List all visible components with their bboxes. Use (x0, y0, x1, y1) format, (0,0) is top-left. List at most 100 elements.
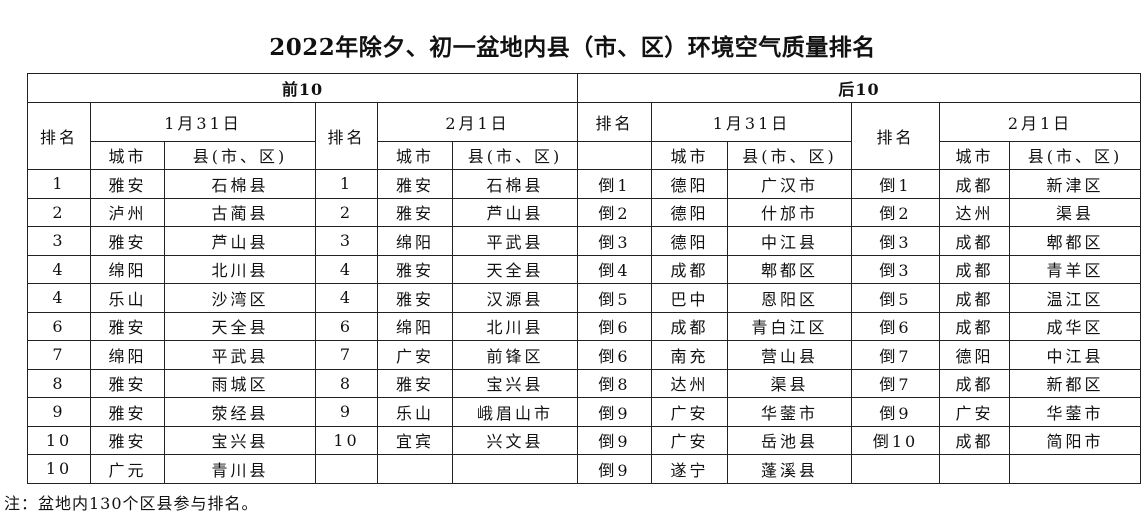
table-row: 6 雅安 天全县 6 绵阳 北川县 倒6 成都 青白江区 倒6 成都 成华区 (27, 311, 1141, 341)
county-cell: 平武县 (164, 340, 316, 370)
county-cell: 渠县 (1009, 197, 1141, 227)
county-cell: 平武县 (452, 226, 578, 256)
city-cell: 雅安 (377, 254, 453, 284)
county-cell: 青羊区 (1009, 254, 1141, 284)
city-cell: 雅安 (377, 169, 453, 199)
rank-cell: 9 (27, 397, 91, 427)
city-cell: 绵阳 (377, 226, 453, 256)
section-top10: 前10 (27, 73, 578, 103)
rank-cell: 倒1 (851, 169, 940, 199)
rank-header: 排名 (27, 101, 91, 170)
rank-cell: 倒3 (851, 226, 940, 256)
city-cell: 雅安 (90, 311, 165, 341)
city-cell: 成都 (651, 311, 728, 341)
city-cell: 德阳 (651, 197, 728, 227)
rank-header: 排名 (851, 101, 940, 170)
county-header: 县(市、区) (164, 140, 316, 170)
county-cell: 芦山县 (164, 226, 316, 256)
county-cell: 青白江区 (727, 311, 852, 341)
county-cell: 沙湾区 (164, 283, 316, 313)
city-cell: 雅安 (90, 397, 165, 427)
rank-cell: 3 (315, 226, 378, 256)
city-cell: 南充 (651, 340, 728, 370)
rank-header: 排名 (315, 101, 378, 170)
rank-cell: 7 (27, 340, 91, 370)
table-row: 9 雅安 荥经县 9 乐山 峨眉山市 倒9 广安 华蓥市 倒9 广安 华蓥市 (27, 397, 1141, 427)
county-cell: 石棉县 (164, 169, 316, 199)
rank-cell: 倒6 (577, 340, 652, 370)
county-cell: 荥经县 (164, 397, 316, 427)
rank-cell: 8 (315, 368, 378, 398)
rank-cell: 倒9 (577, 425, 652, 455)
rank-cell: 1 (27, 169, 91, 199)
rank-cell: 倒1 (577, 169, 652, 199)
county-cell: 天全县 (452, 254, 578, 284)
page-title: 2022年除夕、初一盆地内县（市、区）环境空气质量排名 (269, 34, 876, 61)
city-cell: 雅安 (377, 368, 453, 398)
city-cell: 广安 (939, 397, 1010, 427)
city-cell: 德阳 (651, 226, 728, 256)
rank-cell: 9 (315, 397, 378, 427)
city-cell: 乐山 (90, 283, 165, 313)
rank-cell: 4 (315, 283, 378, 313)
city-cell: 成都 (939, 311, 1010, 341)
rank-cell: 倒9 (577, 454, 652, 484)
city-cell: 成都 (939, 283, 1010, 313)
rank-cell: 倒7 (851, 368, 940, 398)
city-cell: 广安 (651, 425, 728, 455)
county-cell: 汉源县 (452, 283, 578, 313)
rank-cell: 倒3 (851, 254, 940, 284)
rank-cell: 10 (27, 454, 91, 484)
date-header: 1月31日 (651, 101, 852, 142)
county-cell: 渠县 (727, 368, 852, 398)
city-cell: 成都 (939, 425, 1010, 455)
county-cell: 中江县 (727, 226, 852, 256)
county-cell: 宝兴县 (452, 368, 578, 398)
county-cell: 石棉县 (452, 169, 578, 199)
city-cell: 绵阳 (377, 311, 453, 341)
city-header: 城市 (651, 140, 728, 170)
rank-cell: 3 (27, 226, 91, 256)
city-cell: 宜宾 (377, 425, 453, 455)
county-cell: 前锋区 (452, 340, 578, 370)
city-cell: 德阳 (939, 340, 1010, 370)
city-cell: 成都 (939, 368, 1010, 398)
rank-cell: 倒6 (577, 311, 652, 341)
rank-cell: 倒10 (851, 425, 940, 455)
city-cell: 雅安 (90, 425, 165, 455)
county-cell: 恩阳区 (727, 283, 852, 313)
city-cell: 达州 (939, 197, 1010, 227)
county-cell: 芦山县 (452, 197, 578, 227)
county-cell: 郫都区 (727, 254, 852, 284)
city-cell: 成都 (939, 169, 1010, 199)
rank-cell: 倒2 (851, 197, 940, 227)
ranking-table: 前10 后10 排名 1月31日 排名 2月1日 排名 1月31日 排名 2月1… (27, 73, 1141, 484)
date-header: 1月31日 (90, 101, 316, 142)
table-row: 7 绵阳 平武县 7 广安 前锋区 倒6 南充 营山县 倒7 德阳 中江县 (27, 340, 1141, 370)
table-row: 4 绵阳 北川县 4 雅安 天全县 倒4 成都 郫都区 倒3 成都 青羊区 (27, 254, 1141, 284)
table-row: 4 乐山 沙湾区 4 雅安 汉源县 倒5 巴中 恩阳区 倒5 成都 温江区 (27, 283, 1141, 313)
rank-cell: 倒4 (577, 254, 652, 284)
county-cell: 营山县 (727, 340, 852, 370)
rank-cell: 2 (27, 197, 91, 227)
county-cell: 兴文县 (452, 425, 578, 455)
table-row: 10 广元 青川县 倒9 遂宁 蓬溪县 (27, 454, 1141, 484)
rank-cell: 4 (315, 254, 378, 284)
county-cell: 温江区 (1009, 283, 1141, 313)
city-cell: 广安 (651, 397, 728, 427)
rank-cell: 倒5 (577, 283, 652, 313)
rank-cell: 倒8 (577, 368, 652, 398)
city-header: 城市 (377, 140, 453, 170)
city-cell: 雅安 (90, 226, 165, 256)
county-cell: 郫都区 (1009, 226, 1141, 256)
city-cell: 雅安 (90, 169, 165, 199)
rank-cell: 倒9 (577, 397, 652, 427)
county-cell: 广汉市 (727, 169, 852, 199)
rank-header: 排名 (577, 101, 652, 142)
county-cell (1009, 454, 1141, 484)
county-cell: 雨城区 (164, 368, 316, 398)
rank-cell: 倒9 (851, 397, 940, 427)
table-row: 2 泸州 古蔺县 2 雅安 芦山县 倒2 德阳 什邡市 倒2 达州 渠县 (27, 197, 1141, 227)
rank-cell: 倒7 (851, 340, 940, 370)
city-cell: 绵阳 (90, 254, 165, 284)
